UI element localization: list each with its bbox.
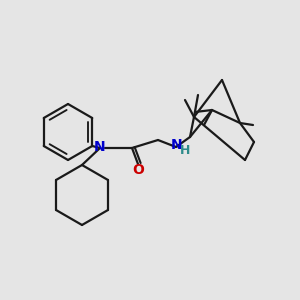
Text: O: O [132, 163, 144, 177]
Text: N: N [94, 140, 106, 154]
Text: H: H [180, 145, 190, 158]
Text: N: N [171, 138, 183, 152]
